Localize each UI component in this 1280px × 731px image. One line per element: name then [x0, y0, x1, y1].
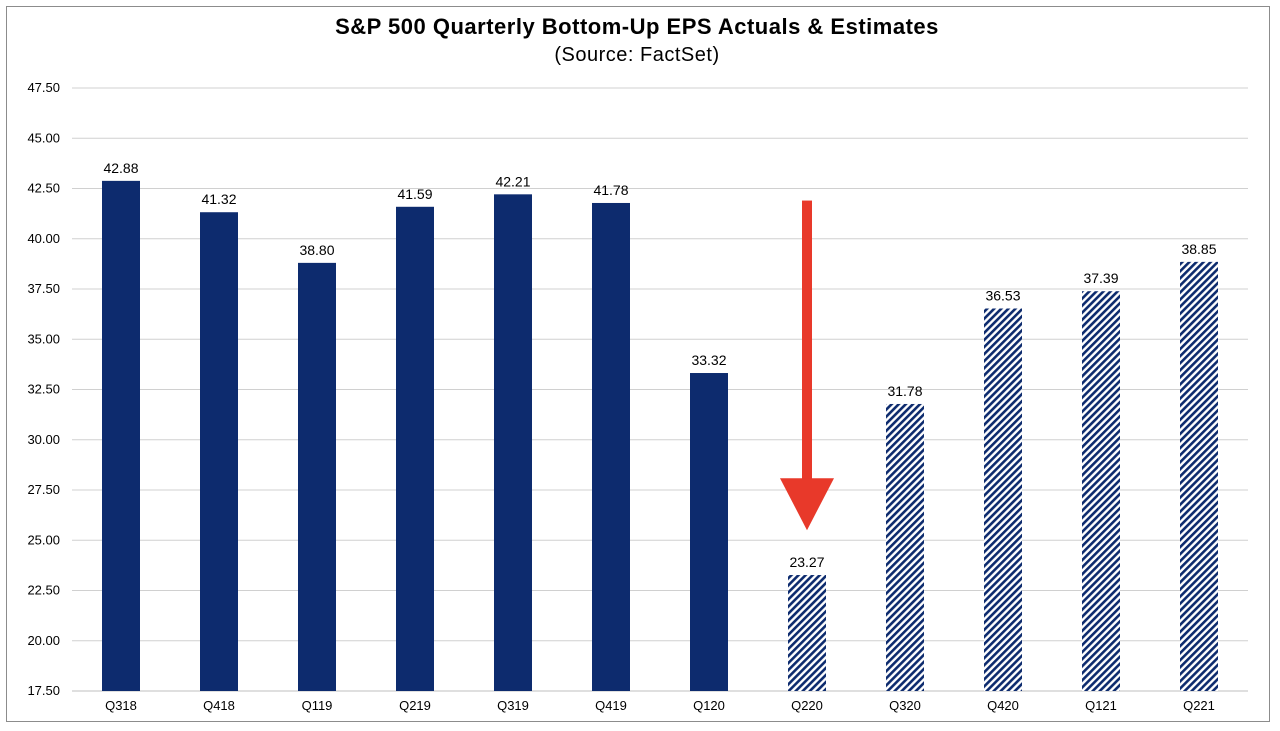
bar-q121 [1082, 291, 1120, 691]
data-label: 41.59 [397, 186, 432, 202]
x-tick-label: Q121 [1085, 698, 1117, 713]
data-label: 41.32 [201, 191, 236, 207]
bar-q221 [1180, 261, 1218, 691]
y-tick-label: 27.50 [27, 482, 60, 497]
y-tick-label: 47.50 [27, 80, 60, 95]
data-label: 23.27 [789, 554, 824, 570]
data-label: 42.21 [495, 173, 530, 189]
x-tick-label: Q318 [105, 698, 137, 713]
bar-q120 [690, 373, 728, 691]
arrow-head [780, 478, 834, 531]
bar-q220 [788, 575, 826, 691]
x-tick-label: Q420 [987, 698, 1019, 713]
data-label: 36.53 [985, 287, 1020, 303]
y-tick-label: 35.00 [27, 331, 60, 346]
y-tick-label: 30.00 [27, 432, 60, 447]
y-tick-label: 32.50 [27, 382, 60, 397]
y-tick-label: 42.50 [27, 181, 60, 196]
bar-q419 [592, 202, 630, 692]
x-tick-label: Q419 [595, 698, 627, 713]
data-label: 31.78 [887, 383, 922, 399]
data-label: 33.32 [691, 352, 726, 368]
bar-q420 [984, 308, 1022, 691]
y-tick-label: 25.00 [27, 532, 60, 547]
data-label: 38.85 [1181, 241, 1216, 257]
bar-q320 [886, 403, 924, 691]
bar-q319 [494, 194, 532, 692]
y-tick-label: 45.00 [27, 130, 60, 145]
x-tick-label: Q418 [203, 698, 235, 713]
bar-q219 [396, 206, 434, 691]
bar-q418 [200, 212, 238, 691]
data-label: 37.39 [1083, 270, 1118, 286]
bar-q318 [102, 180, 140, 691]
chart-subtitle: (Source: FactSet) [554, 44, 720, 66]
data-label: 41.78 [593, 182, 628, 198]
data-label: 42.88 [103, 160, 138, 176]
chart-title: S&P 500 Quarterly Bottom-Up EPS Actuals … [335, 14, 939, 39]
x-tick-label: Q320 [889, 698, 921, 713]
y-tick-label: 20.00 [27, 633, 60, 648]
x-tick-label: Q219 [399, 698, 431, 713]
bar-q119 [298, 262, 336, 691]
x-tick-label: Q220 [791, 698, 823, 713]
y-tick-label: 40.00 [27, 231, 60, 246]
x-tick-label: Q119 [302, 698, 333, 713]
y-tick-label: 37.50 [27, 281, 60, 296]
down-arrow-annotation [780, 200, 834, 531]
x-tick-label: Q120 [693, 698, 725, 713]
x-tick-label: Q319 [497, 698, 529, 713]
y-tick-label: 22.50 [27, 583, 60, 598]
data-label: 38.80 [299, 242, 334, 258]
y-tick-label: 17.50 [27, 683, 60, 698]
x-tick-label: Q221 [1183, 698, 1215, 713]
arrow-shaft [802, 200, 812, 481]
